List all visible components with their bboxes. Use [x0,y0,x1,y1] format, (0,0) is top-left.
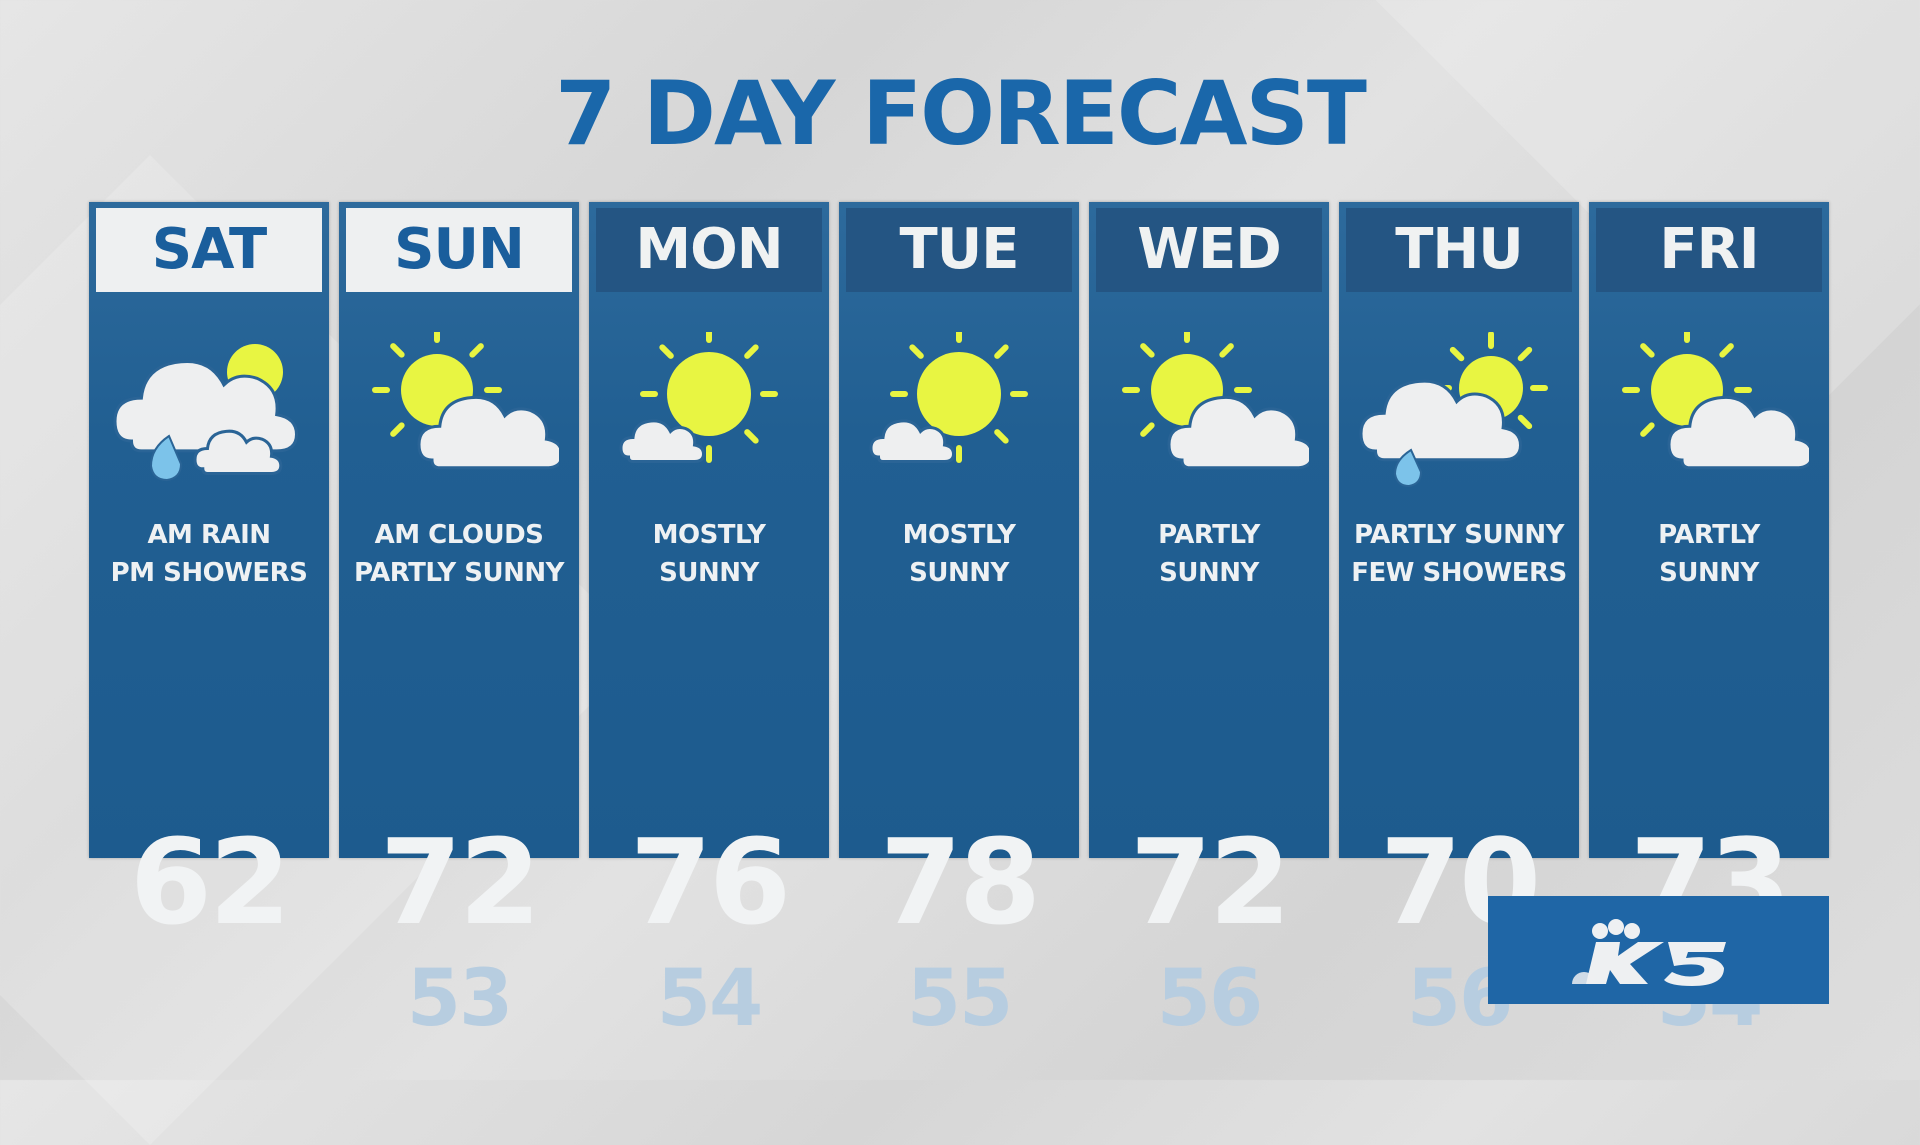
condition-line-2: SUNNY [909,558,1009,588]
sun-ray [1517,346,1533,362]
condition-text: PARTLY SUNNY [1089,516,1329,592]
forecast-day-fri: FRI PARTLY SUNNY 73 54 [1589,202,1829,1044]
day-label: WED [1096,208,1322,292]
cloud-shape [193,429,283,475]
forecast-day-mon: MON MOSTLY SUNNY 76 54 [589,202,829,1044]
condition-line-1: PARTLY [1658,520,1760,550]
sun-ray [994,429,1009,444]
low-temp: 55 [906,954,1014,1044]
condition-text: AM CLOUDS PARTLY SUNNY [339,516,579,592]
rain-drop-icon [1393,448,1423,488]
condition-text: PARTLY SUNNY FEW SHOWERS [1339,516,1579,592]
day-label: MON [596,208,822,292]
sun-ray [390,343,405,358]
low-temp: 54 [656,954,764,1044]
condition-line-1: PARTLY SUNNY [1354,520,1564,550]
condition-text: PARTLY SUNNY [1589,516,1829,592]
condition-line-1: MOSTLY [902,520,1016,550]
forecast-day-tue: TUE MOSTLY SUNNY 78 55 [839,202,1079,1044]
cloud-shape [1667,395,1809,470]
cloud-shape [619,419,706,463]
condition-line-1: AM CLOUDS [374,520,544,550]
condition-text: MOSTLY SUNNY [589,516,829,592]
partly-sunny-icon [1622,332,1809,470]
sun-ray [1140,422,1155,437]
condition-line-2: PARTLY SUNNY [354,558,564,588]
mostly-sunny-icon [619,332,778,463]
mostly-sunny-icon [869,332,1028,463]
k5-logo-icon [1572,919,1726,986]
condition-line-2: PM SHOWERS [110,558,308,588]
low-temp: 56 [1156,954,1264,1044]
high-temp: 72 [1129,813,1291,951]
sun-disc [667,352,751,436]
forecast-day-wed: WED PARTLY SUNNY 72 56 [1089,202,1329,1044]
rain-drop-icon [149,434,183,482]
low-temp: 53 [406,954,514,1044]
sun-ray [1640,343,1655,358]
sun-disc [917,352,1001,436]
condition-line-2: SUNNY [1159,558,1259,588]
day-label: SUN [346,208,572,292]
condition-text: AM RAIN PM SHOWERS [89,516,329,592]
sun-ray [659,344,674,359]
forecast-day-sun: SUN AM CLOUDS PARTLY SUNNY 72 53 [339,202,579,1044]
sun-ray [1517,414,1533,430]
sun-ray [994,344,1009,359]
partly-sunny-icon [372,332,559,470]
high-temp: 62 [129,813,291,951]
day-label: THU [1346,208,1572,292]
sun-ray [469,343,484,358]
cloud-shape [113,359,299,453]
sun-ray [1140,343,1155,358]
high-temp: 76 [629,813,791,951]
condition-line-2: SUNNY [1659,558,1759,588]
partly-sunny-showers-icon [1359,332,1548,488]
cloud-sun-rain-showers-icon [113,344,299,482]
partly-sunny-icon [1122,332,1309,470]
cloud-shape [1167,395,1309,470]
sun-ray [744,429,759,444]
condition-line-2: SUNNY [659,558,759,588]
cloud-shape [417,395,559,470]
condition-line-1: MOSTLY [652,520,766,550]
forecast-day-thu: THU PARTLY SUNNY FEW SHOWERS 70 56 [1339,202,1579,1044]
condition-line-1: PARTLY [1158,520,1260,550]
cloud-shape [1359,379,1523,462]
sun-ray [1449,346,1465,362]
high-temp: 78 [879,813,1041,951]
page-title: 7 DAY FORECAST [555,62,1367,165]
sun-ray [1640,422,1655,437]
sun-ray [1719,343,1734,358]
condition-line-1: AM RAIN [147,520,271,550]
sun-ray [1219,343,1234,358]
condition-text: MOSTLY SUNNY [839,516,1079,592]
sun-ray [909,344,924,359]
sun-ray [744,344,759,359]
high-temp: 72 [379,813,541,951]
forecast-day-sat: SAT AM RAIN PM SHOWERS 62 [89,202,329,947]
condition-line-2: FEW SHOWERS [1351,558,1567,588]
station-logo [1488,896,1829,1004]
sun-ray [390,422,405,437]
day-label: FRI [1596,208,1822,292]
day-label: TUE [846,208,1072,292]
day-label: SAT [96,208,322,292]
cloud-shape [869,419,956,463]
